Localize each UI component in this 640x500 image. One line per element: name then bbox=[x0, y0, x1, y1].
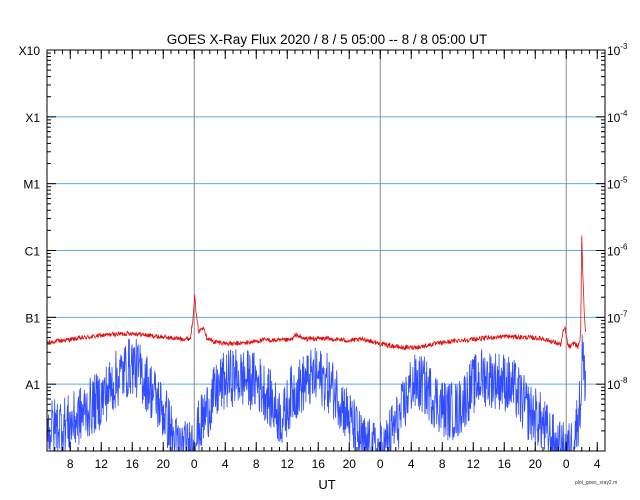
x-tick-label: 4 bbox=[408, 457, 415, 471]
footer-text: plot_goes_xray2.m bbox=[575, 480, 618, 486]
x-tick-label: 12 bbox=[95, 457, 109, 471]
x-tick-label: 0 bbox=[191, 457, 198, 471]
y-left-tick-label: A1 bbox=[25, 378, 40, 392]
x-tick-label: 20 bbox=[343, 457, 357, 471]
x-tick-label: 20 bbox=[157, 457, 171, 471]
x-tick-label: 8 bbox=[67, 457, 74, 471]
chart-title: GOES X-Ray Flux 2020 / 8 / 5 05:00 -- 8 … bbox=[167, 32, 487, 47]
x-tick-label: 0 bbox=[377, 457, 384, 471]
y-right-tick-label: 10-5 bbox=[607, 176, 628, 192]
x-axis-label: UT bbox=[318, 477, 335, 492]
grid-lines bbox=[47, 50, 605, 451]
y-right-tick-label: 10-3 bbox=[607, 42, 628, 58]
y-right-tick-label: 10-6 bbox=[607, 243, 628, 259]
x-tick-label: 0 bbox=[563, 457, 570, 471]
y-left-tick-label: B1 bbox=[25, 311, 40, 325]
y-left-tick-label: C1 bbox=[25, 245, 41, 259]
x-tick-label: 16 bbox=[498, 457, 512, 471]
x-tick-label: 16 bbox=[126, 457, 140, 471]
x-tick-label: 16 bbox=[312, 457, 326, 471]
series-short-wavelength-line bbox=[46, 334, 587, 452]
x-tick-label: 12 bbox=[467, 457, 481, 471]
tick-labels: 8 12 16 20 0 4 8 12 16 20 0 4 8 12 16 20 0 4 X10 X1 M1 C1 B1 A1… bbox=[19, 42, 628, 471]
axis-ticks bbox=[47, 49, 605, 451]
y-left-tick-label: X1 bbox=[25, 111, 40, 125]
x-tick-label: 8 bbox=[253, 457, 260, 471]
x-tick-label: 8 bbox=[439, 457, 446, 471]
x-tick-label: 12 bbox=[281, 457, 295, 471]
x-tick-label: 20 bbox=[529, 457, 543, 471]
series-long-wavelength-line bbox=[46, 235, 587, 352]
y-right-tick-label: 10-8 bbox=[607, 376, 628, 392]
series-layer bbox=[46, 235, 587, 452]
x-tick-label: 4 bbox=[594, 457, 601, 471]
y-left-tick-label: X10 bbox=[19, 44, 41, 58]
y-left-tick-label: M1 bbox=[23, 178, 40, 192]
y-right-tick-label: 10-4 bbox=[607, 109, 628, 125]
x-tick-label: 4 bbox=[222, 457, 229, 471]
y-right-tick-label: 10-7 bbox=[607, 309, 628, 325]
